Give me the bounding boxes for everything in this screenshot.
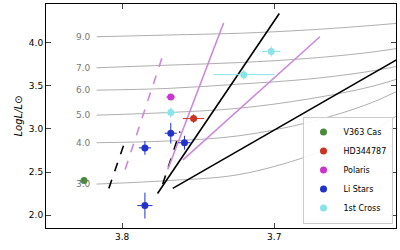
svg-text:3.0: 3.0: [76, 179, 91, 189]
svg-text:4.0: 4.0: [76, 138, 91, 148]
svg-text:2.5: 2.5: [29, 167, 43, 177]
svg-text:HD344787: HD344787: [344, 147, 387, 156]
svg-text:LogL/L⊙: LogL/L⊙: [13, 96, 24, 137]
svg-text:5.0: 5.0: [76, 110, 91, 120]
svg-text:4.0: 4.0: [29, 38, 44, 48]
svg-text:3.5: 3.5: [29, 81, 43, 91]
svg-text:V363 Cas: V363 Cas: [344, 128, 382, 137]
svg-text:Li Stars: Li Stars: [344, 185, 374, 194]
svg-text:3.8: 3.8: [115, 232, 130, 242]
svg-text:1st Cross: 1st Cross: [344, 204, 381, 213]
svg-text:3.7: 3.7: [267, 232, 281, 242]
svg-text:Polaris: Polaris: [344, 166, 370, 175]
svg-text:6.0: 6.0: [76, 85, 91, 95]
svg-text:3.0: 3.0: [29, 124, 44, 134]
svg-text:2.0: 2.0: [29, 210, 44, 220]
svg-text:9.0: 9.0: [76, 32, 91, 42]
svg-text:7.0: 7.0: [76, 63, 91, 73]
